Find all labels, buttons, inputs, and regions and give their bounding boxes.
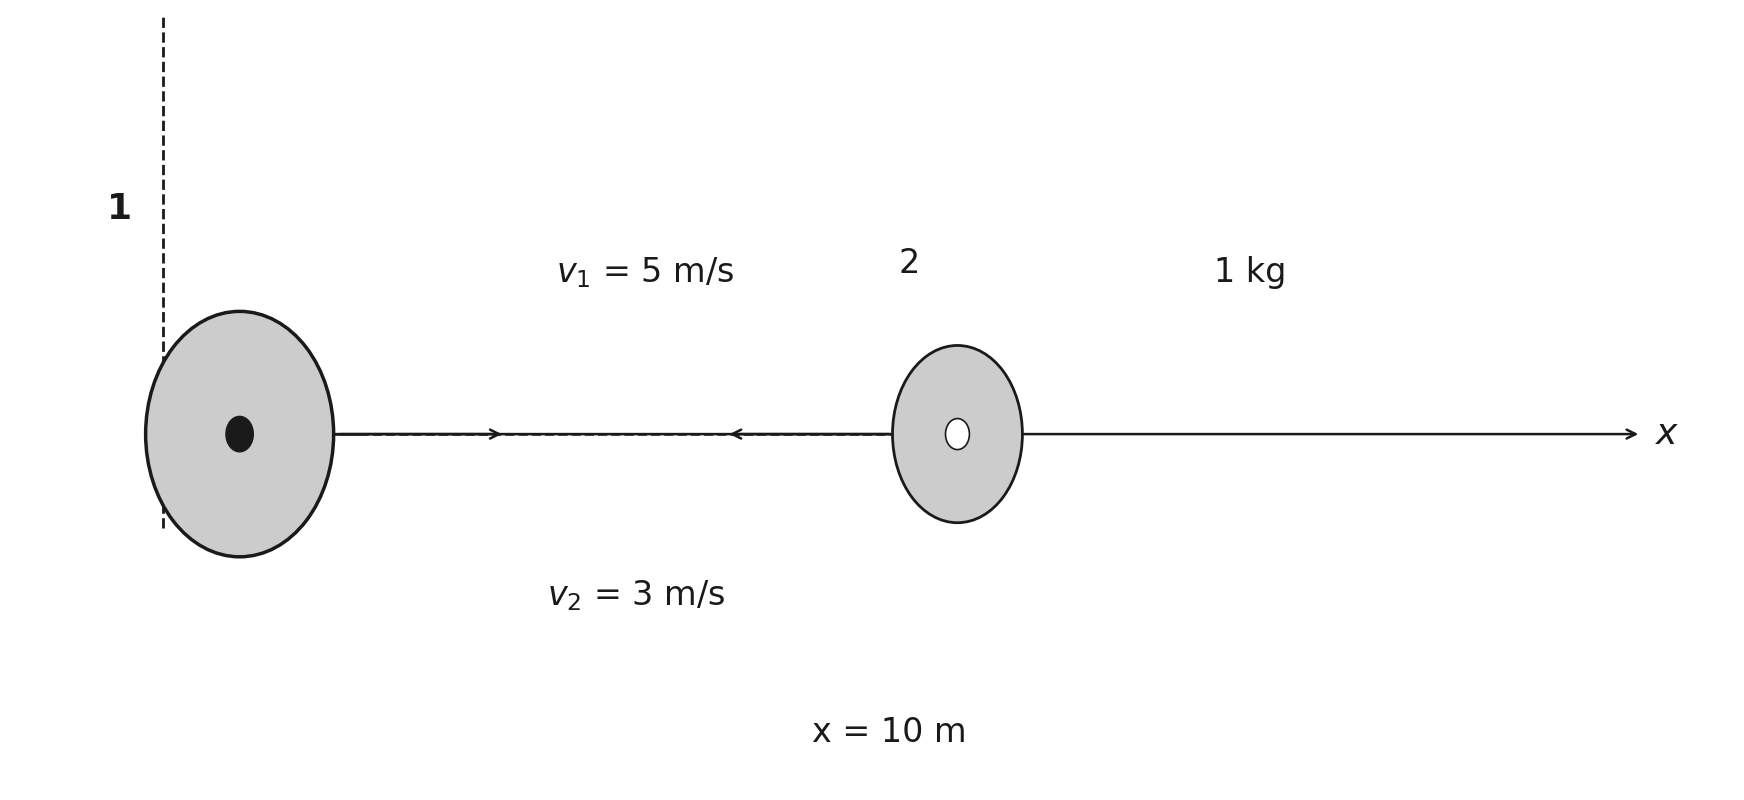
Text: $v_1$ = 5 m/s: $v_1$ = 5 m/s (556, 255, 734, 290)
Text: x = 10 m: x = 10 m (811, 716, 966, 749)
Text: 1 kg: 1 kg (1214, 256, 1285, 289)
Ellipse shape (945, 418, 970, 450)
Ellipse shape (227, 416, 253, 452)
Text: 1: 1 (108, 192, 133, 226)
Text: x: x (1657, 417, 1678, 451)
Text: 2: 2 (898, 247, 921, 280)
Ellipse shape (146, 311, 333, 557)
Text: $v_2$ = 3 m/s: $v_2$ = 3 m/s (548, 578, 726, 614)
Ellipse shape (893, 346, 1022, 522)
